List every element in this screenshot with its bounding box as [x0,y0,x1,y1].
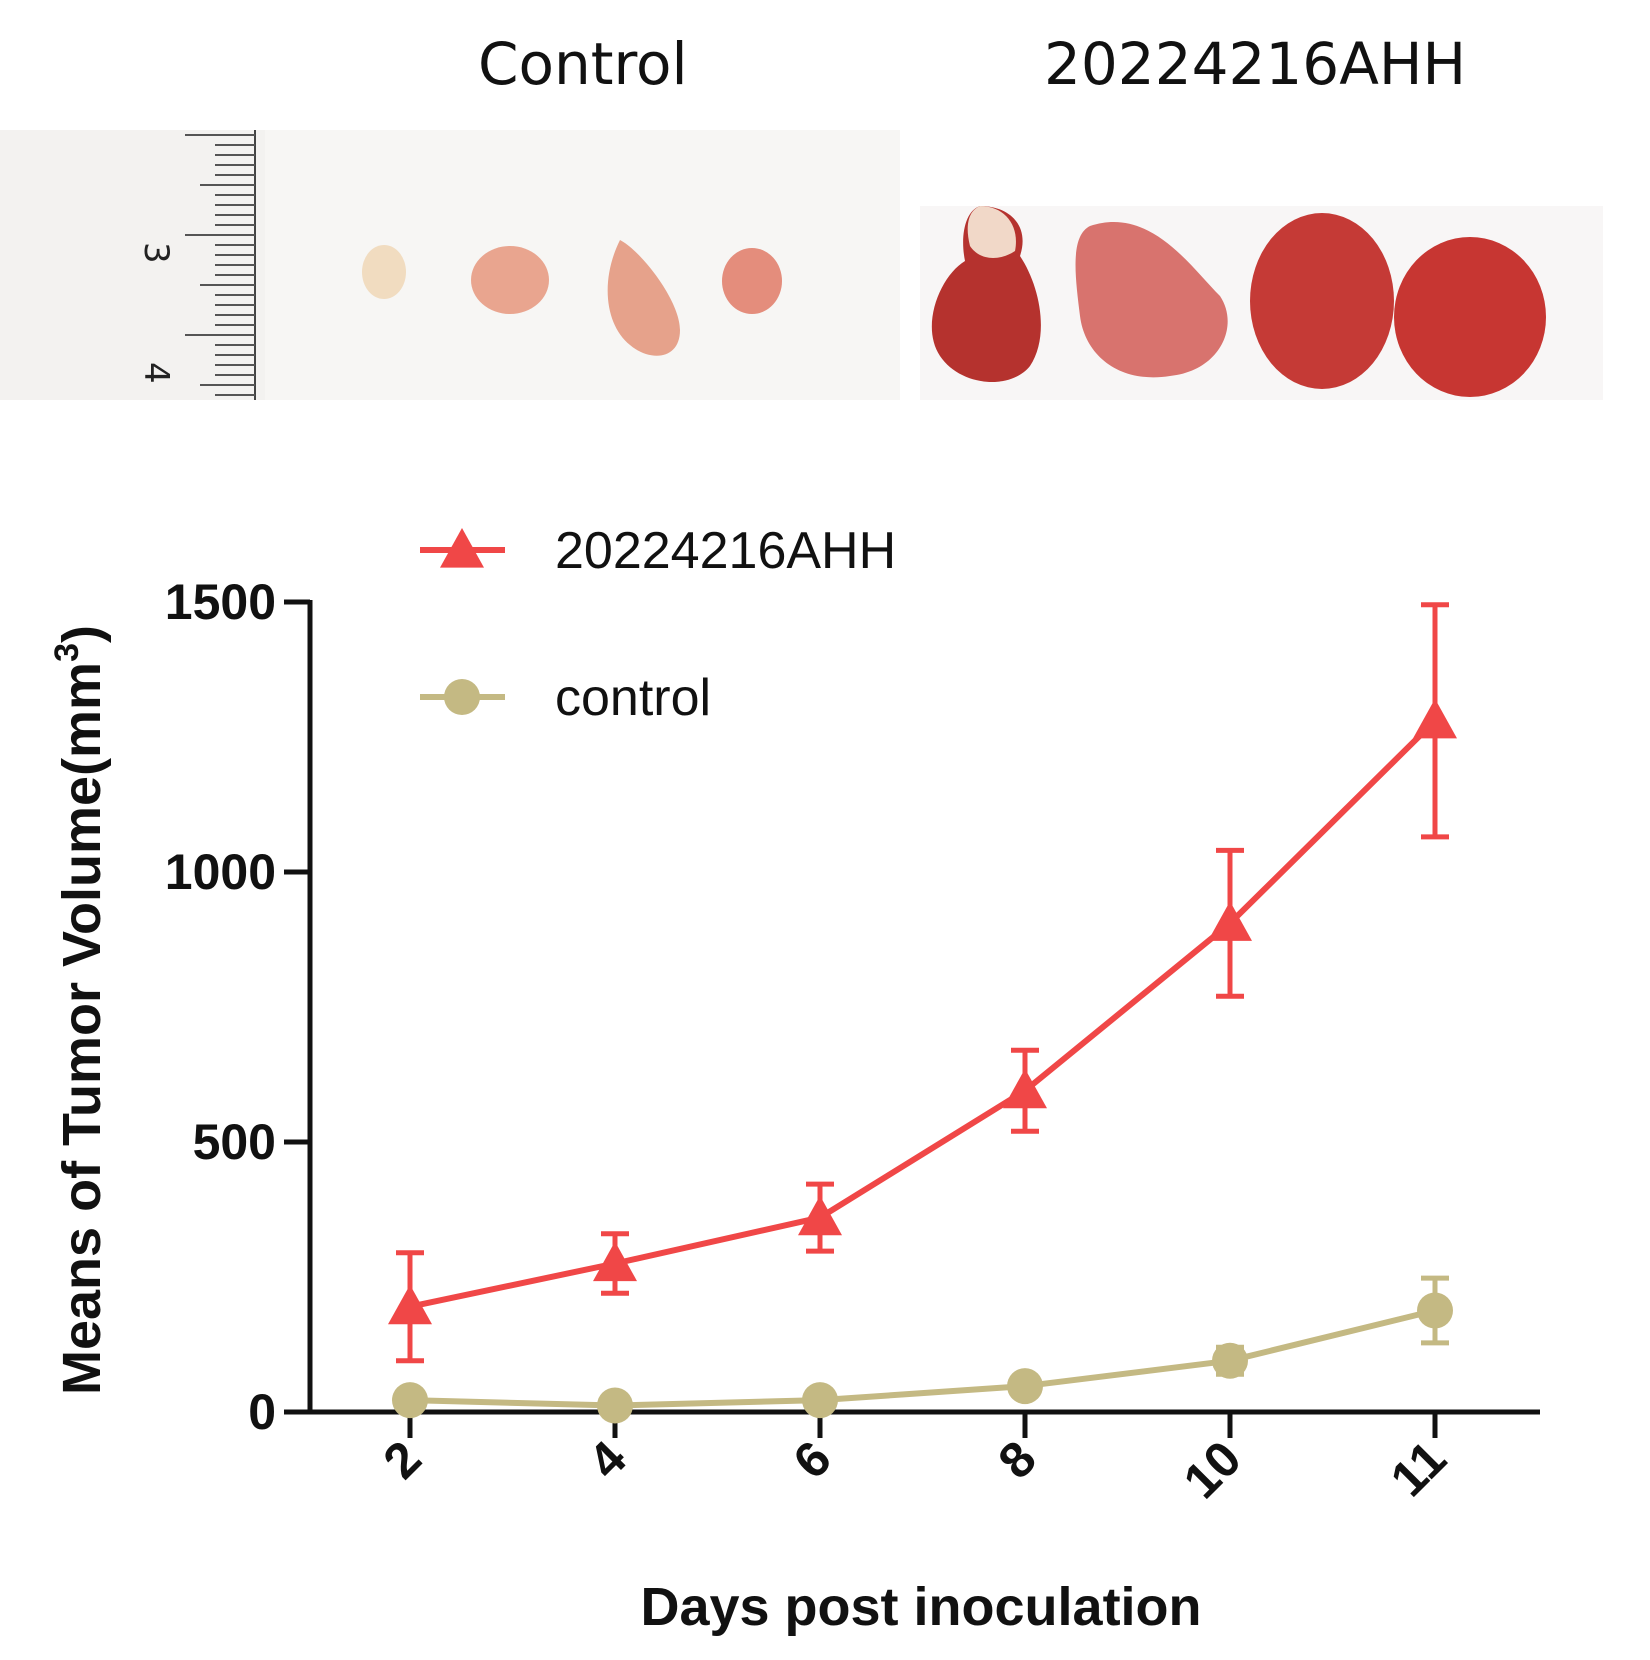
x-axis-title: Days post inoculation [640,1577,1201,1637]
x-tick-label-10: 10 [1173,1430,1252,1509]
x-axis-ticks: 2 4 6 8 10 11 [373,1412,1457,1509]
series-layer [388,602,1457,1424]
data-point-0-4 [1208,901,1252,941]
control-tumor-photo: 3 4 [0,130,900,400]
legend-item-0: 20224216AHH [420,522,896,580]
ruler-label-4: 4 [136,362,176,384]
control-tumor-4 [722,248,782,314]
data-point-1-5 [1417,1292,1453,1329]
treated-tumor-2 [1075,222,1228,378]
legend-label-0: 20224216AHH [555,522,896,580]
control-tumor-3 [607,240,680,356]
data-point-0-5 [1413,698,1457,739]
data-point-1-1 [597,1387,633,1424]
y-tick-label-1500: 1500 [165,574,276,630]
y-tick-label-1000: 1000 [165,844,276,900]
y-tick-label-0: 0 [248,1384,276,1440]
data-point-0-1 [593,1241,637,1282]
x-tick-label-2: 2 [373,1430,432,1489]
chart-axes [307,600,1540,1415]
control-tumor-2 [471,246,549,314]
data-point-1-0 [392,1382,428,1419]
x-tick-label-4: 4 [578,1430,637,1489]
treated-tumor-3 [1250,213,1394,389]
chart-legend: 20224216AHH control [420,522,896,727]
y-axis-ticks: 0 500 1000 1500 [165,574,310,1440]
legend-marker-0 [440,528,484,568]
data-point-1-4 [1212,1342,1248,1379]
data-point-0-2 [798,1195,842,1236]
control-photo-title: Control [478,30,688,98]
treated-tumor-4 [1394,237,1546,397]
data-point-0-3 [1003,1068,1047,1109]
x-tick-label-8: 8 [988,1430,1047,1489]
y-axis-title: Means of Tumor Volume(mm3) [48,625,112,1395]
legend-marker-1 [444,679,480,715]
control-tumor-1 [362,245,406,299]
series-line-1 [409,1307,1436,1409]
legend-label-1: control [555,669,711,727]
ruler-label-3: 3 [136,242,176,264]
data-point-1-2 [802,1382,838,1419]
series-20224216AHH [388,602,1457,1364]
series-control [392,1275,1453,1424]
data-point-0-0 [388,1284,432,1325]
treated-photo-title: 20224216AHH [1044,30,1467,98]
treated-tumor-photo [920,206,1603,400]
ruler-icon [185,130,256,400]
x-tick-label-11: 11 [1380,1430,1457,1507]
legend-item-1: control [420,669,711,727]
x-tick-label-6: 6 [783,1430,842,1489]
y-tick-label-500: 500 [193,1114,276,1170]
series-line-0 [409,718,1438,1310]
data-point-1-3 [1007,1368,1043,1405]
